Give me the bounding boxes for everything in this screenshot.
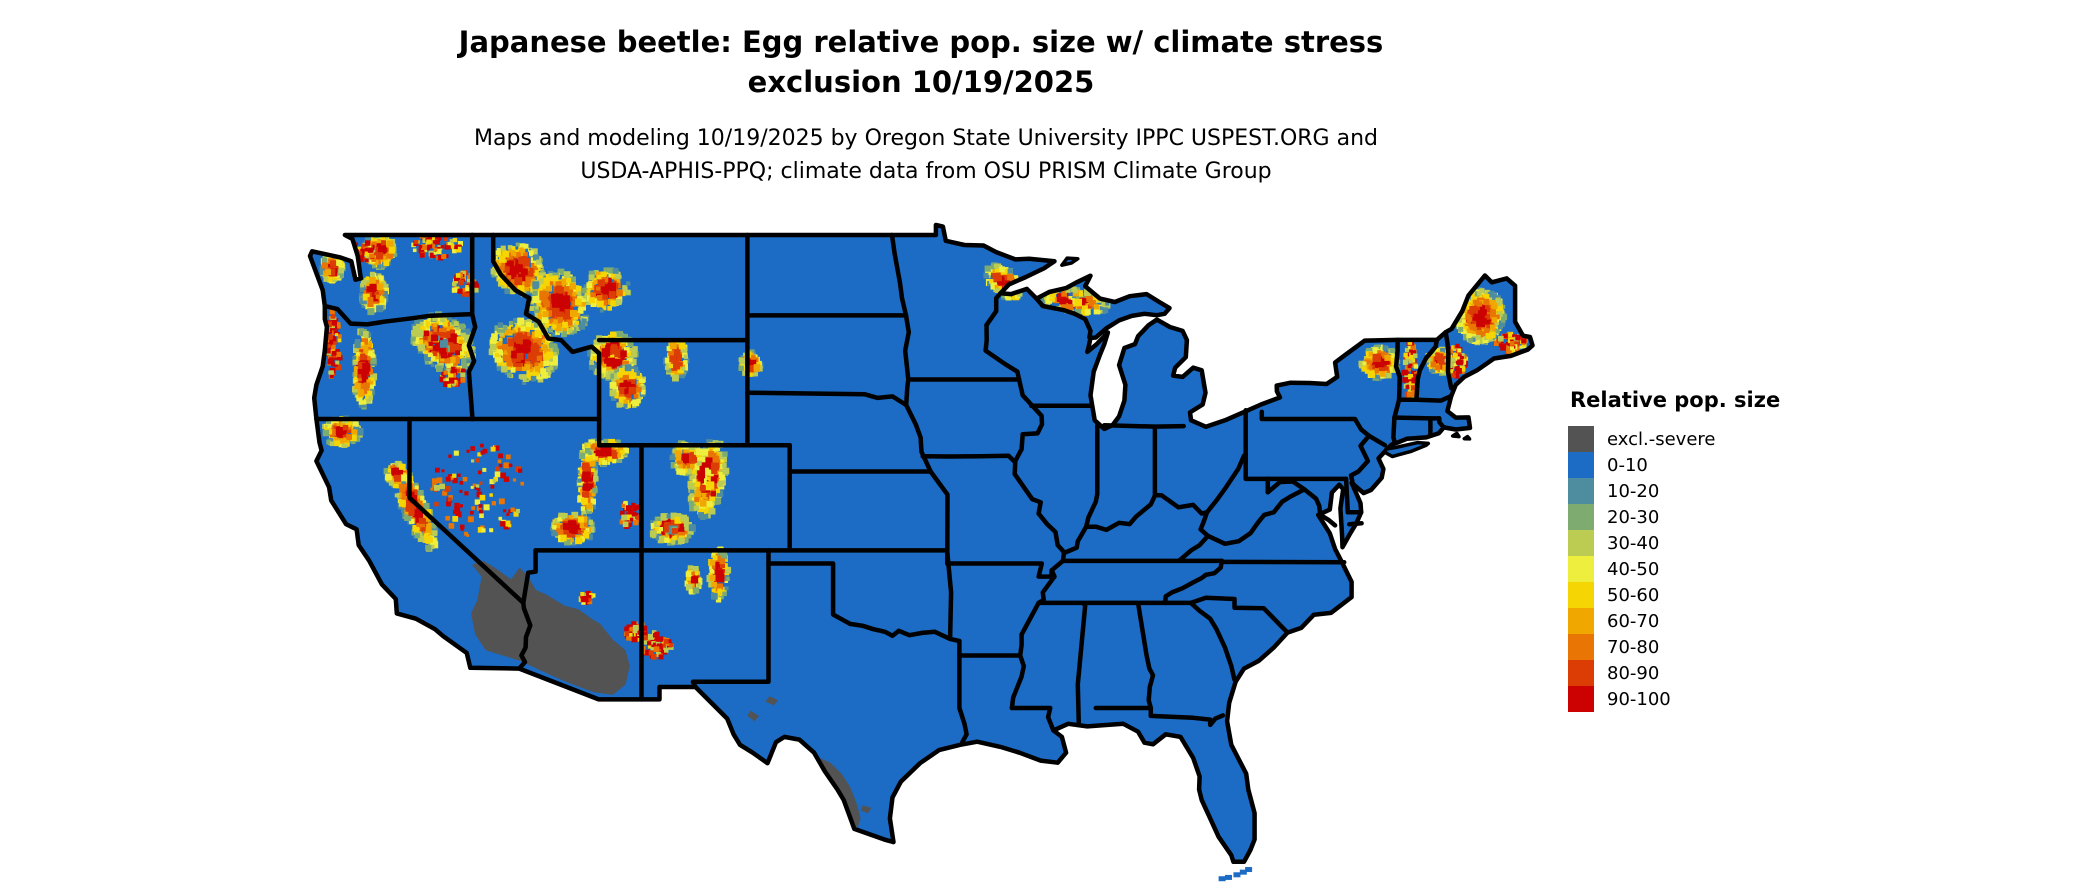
legend-item-0-10: 0-10 xyxy=(1568,452,1780,478)
florida-keys-speck xyxy=(1218,876,1226,882)
florida-keys-speck xyxy=(1245,867,1253,873)
state-borders xyxy=(314,232,1454,745)
excluded-region xyxy=(747,710,759,722)
legend-label: 20-30 xyxy=(1607,506,1660,528)
legend-label: 80-90 xyxy=(1607,662,1660,684)
legend-item-90-100: 90-100 xyxy=(1568,686,1780,712)
legend-item-60-70: 60-70 xyxy=(1568,608,1780,634)
legend-item-10-20: 10-20 xyxy=(1568,478,1780,504)
florida-keys-speck xyxy=(1233,872,1241,878)
excluded-region xyxy=(496,587,518,619)
legend-item-excl.-severe: excl.-severe xyxy=(1568,426,1780,452)
map-title-line1: Japanese beetle: Egg relative pop. size … xyxy=(458,25,1384,59)
legend-item-40-50: 40-50 xyxy=(1568,556,1780,582)
legend-swatch xyxy=(1568,556,1594,582)
legend-items: excl.-severe 0-10 10-20 20-30 30-40 40-50 50-6… xyxy=(1568,426,1780,712)
legend-swatch xyxy=(1568,452,1594,478)
legend-label: 10-20 xyxy=(1607,480,1660,502)
legend-swatch xyxy=(1568,608,1594,634)
us-outline xyxy=(307,222,1535,865)
map-title: Japanese beetle: Egg relative pop. size … xyxy=(0,22,1842,102)
island xyxy=(1060,256,1080,267)
legend-item-30-40: 30-40 xyxy=(1568,530,1780,556)
us-land xyxy=(310,225,1533,862)
raster-layer xyxy=(319,230,1528,832)
legend-swatch xyxy=(1568,478,1594,504)
legend-swatch xyxy=(1568,504,1594,530)
florida-keys-speck xyxy=(1239,869,1247,875)
legend-swatch xyxy=(1568,660,1594,686)
legend-swatch xyxy=(1568,426,1594,452)
legend-label: 60-70 xyxy=(1607,610,1660,632)
legend-swatch xyxy=(1568,582,1594,608)
legend-item-70-80: 70-80 xyxy=(1568,634,1780,660)
map-title-line2: exclusion 10/19/2025 xyxy=(747,65,1095,99)
legend-title: Relative pop. size xyxy=(1570,388,1781,412)
map-subtitle-line1: Maps and modeling 10/19/2025 by Oregon S… xyxy=(474,126,1378,151)
island xyxy=(1462,434,1472,441)
island xyxy=(1450,431,1461,439)
legend-swatch xyxy=(1568,634,1594,660)
legend-item-80-90: 80-90 xyxy=(1568,660,1780,686)
legend-item-20-30: 20-30 xyxy=(1568,504,1780,530)
legend: Relative pop. size excl.-severe 0-10 10-20… xyxy=(1568,388,1780,712)
excluded-region xyxy=(860,805,872,814)
legend-label: excl.-severe xyxy=(1607,428,1716,450)
legend-label: 50-60 xyxy=(1607,584,1660,606)
map-subtitle-line2: USDA-APHIS-PPQ; climate data from OSU PR… xyxy=(580,159,1272,184)
island xyxy=(1383,440,1431,459)
florida-keys-speck xyxy=(1224,874,1232,880)
excluded-region xyxy=(765,696,779,706)
legend-label: 70-80 xyxy=(1607,636,1660,658)
excluded-region xyxy=(471,560,630,695)
legend-label: 40-50 xyxy=(1607,558,1660,580)
legend-label: 90-100 xyxy=(1607,688,1671,710)
legend-swatch xyxy=(1568,530,1594,556)
map-subtitle: Maps and modeling 10/19/2025 by Oregon S… xyxy=(0,122,1852,188)
legend-swatch xyxy=(1568,686,1594,712)
legend-label: 0-10 xyxy=(1607,454,1648,476)
legend-item-50-60: 50-60 xyxy=(1568,582,1780,608)
legend-label: 30-40 xyxy=(1607,532,1660,554)
